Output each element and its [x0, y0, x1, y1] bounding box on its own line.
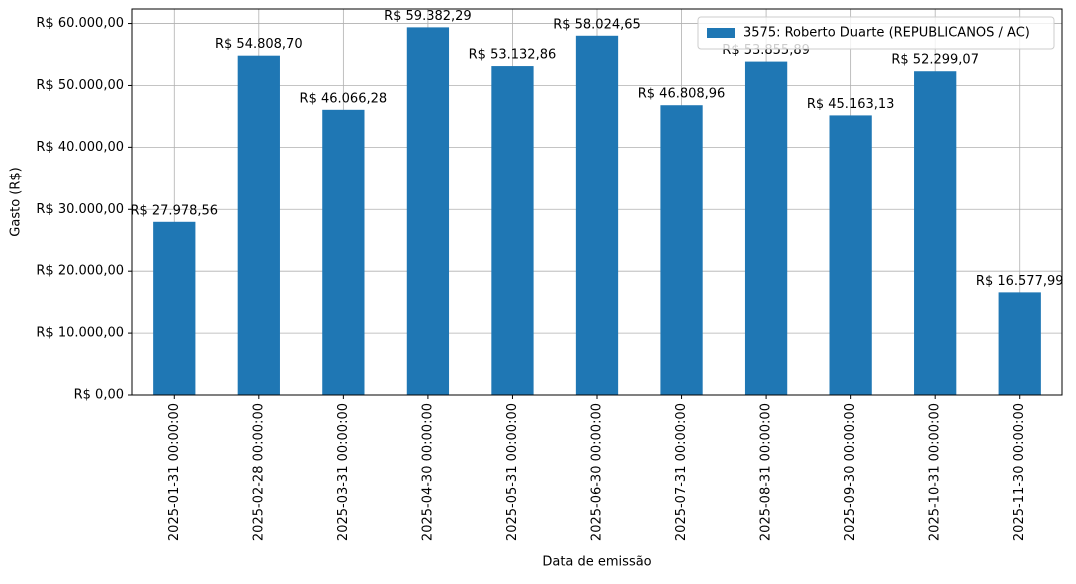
- bar-value-label: R$ 46.066,28: [300, 91, 388, 106]
- x-tick-label: 2025-11-30 00:00:00: [1012, 403, 1027, 541]
- bar-value-label: R$ 53.132,86: [469, 48, 557, 63]
- x-axis-label: Data de emissão: [542, 555, 651, 570]
- x-tick-label: 2025-02-28 00:00:00: [251, 403, 266, 541]
- plot-frame: [131, 8, 1063, 396]
- bar: [153, 221, 196, 395]
- x-tick-label: 2025-03-31 00:00:00: [336, 403, 351, 541]
- y-tick-label: R$ 10.000,00: [36, 326, 124, 341]
- y-axis-label: Gasto (R$): [9, 167, 24, 236]
- x-tick-label: 2025-08-31 00:00:00: [759, 403, 774, 541]
- bar: [998, 292, 1041, 395]
- bar: [237, 55, 280, 396]
- y-tick-label: R$ 50.000,00: [36, 78, 124, 93]
- bar: [322, 109, 365, 396]
- legend-box: [697, 16, 1055, 50]
- bar-value-label: R$ 59.382,29: [384, 9, 472, 24]
- x-tick-label: 2025-04-30 00:00:00: [420, 403, 435, 541]
- bar-value-label: R$ 54.808,70: [215, 37, 303, 52]
- bar: [575, 35, 619, 395]
- y-tick-label: R$ 0,00: [74, 388, 124, 403]
- bar-value-label: R$ 52.299,07: [891, 53, 979, 68]
- y-tick-label: R$ 40.000,00: [36, 140, 124, 155]
- legend-label: 3575: Roberto Duarte (REPUBLICANOS / AC): [743, 26, 1030, 41]
- bar-value-label: R$ 27.978,56: [130, 203, 218, 218]
- bar: [744, 61, 788, 395]
- bar: [660, 105, 703, 396]
- bar-value-label: R$ 58.024,65: [553, 17, 641, 32]
- bar: [914, 71, 957, 396]
- x-tick-label: 2025-07-31 00:00:00: [674, 403, 689, 541]
- x-tick-label: 2025-01-31 00:00:00: [167, 403, 182, 541]
- bar: [829, 115, 872, 396]
- x-tick-label: 2025-05-31 00:00:00: [505, 403, 520, 541]
- bar: [406, 27, 450, 396]
- bar: [491, 66, 534, 395]
- y-tick-label: R$ 30.000,00: [36, 202, 124, 217]
- y-tick-label: R$ 20.000,00: [36, 264, 124, 279]
- bar-value-label: R$ 46.808,96: [638, 87, 726, 102]
- bar-value-label: R$ 45.163,13: [807, 97, 895, 112]
- y-tick-label: R$ 60.000,00: [36, 16, 124, 31]
- bar-value-label: R$ 16.577,99: [976, 274, 1064, 289]
- x-tick-label: 2025-09-30 00:00:00: [843, 403, 858, 541]
- x-tick-label: 2025-10-31 00:00:00: [928, 403, 943, 541]
- x-tick-label: 2025-06-30 00:00:00: [590, 403, 605, 541]
- legend-swatch: [707, 28, 735, 38]
